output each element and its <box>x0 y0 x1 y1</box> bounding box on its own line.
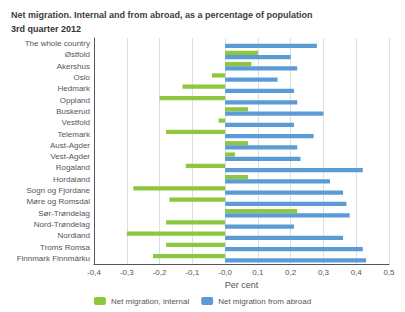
svg-text:Net migration. Internal and fr: Net migration. Internal and from abroad,… <box>11 10 313 20</box>
svg-text:Per cent: Per cent <box>225 280 259 290</box>
svg-text:Hedmark: Hedmark <box>58 84 91 93</box>
svg-text:Østfold: Østfold <box>65 50 90 59</box>
svg-text:Vestfold: Vestfold <box>62 118 90 127</box>
svg-text:Vest-Agder: Vest-Agder <box>50 152 90 161</box>
svg-text:Nord-Trøndelag: Nord-Trøndelag <box>34 220 90 229</box>
svg-text:0,4: 0,4 <box>351 268 363 277</box>
svg-text:Net migration, internal: Net migration, internal <box>111 297 189 306</box>
svg-text:-0,1: -0,1 <box>185 268 199 277</box>
svg-text:0,1: 0,1 <box>252 268 264 277</box>
svg-text:Telemark: Telemark <box>58 130 91 139</box>
svg-text:Hordaland: Hordaland <box>53 175 90 184</box>
svg-text:Rogaland: Rogaland <box>56 163 90 172</box>
svg-text:Buskerud: Buskerud <box>56 107 90 116</box>
svg-text:Net migration from abroad: Net migration from abroad <box>218 297 311 306</box>
svg-text:3rd quarter 2012: 3rd quarter 2012 <box>11 24 81 34</box>
svg-text:Aust-Agder: Aust-Agder <box>50 141 90 150</box>
svg-text:Sør-Trøndelag: Sør-Trøndelag <box>38 209 90 218</box>
svg-text:The whole country: The whole country <box>25 39 90 48</box>
svg-text:Nordland: Nordland <box>58 231 90 240</box>
svg-text:-0,3: -0,3 <box>120 268 134 277</box>
svg-text:Oppland: Oppland <box>60 96 90 105</box>
svg-text:Oslo: Oslo <box>74 73 91 82</box>
svg-text:Sogn og Fjordane: Sogn og Fjordane <box>26 186 90 195</box>
svg-text:-0,0: -0,0 <box>218 268 232 277</box>
svg-text:Møre og Romsdal: Møre og Romsdal <box>26 197 90 206</box>
svg-text:-0,2: -0,2 <box>153 268 167 277</box>
svg-text:0,5: 0,5 <box>383 268 395 277</box>
svg-text:Akershus: Akershus <box>57 62 90 71</box>
svg-text:Finnmark Finnmárku: Finnmark Finnmárku <box>17 254 90 263</box>
svg-text:Troms Romsa: Troms Romsa <box>40 243 90 252</box>
svg-text:0,3: 0,3 <box>318 268 330 277</box>
svg-text:-0,4: -0,4 <box>87 268 101 277</box>
svg-text:0,2: 0,2 <box>285 268 297 277</box>
